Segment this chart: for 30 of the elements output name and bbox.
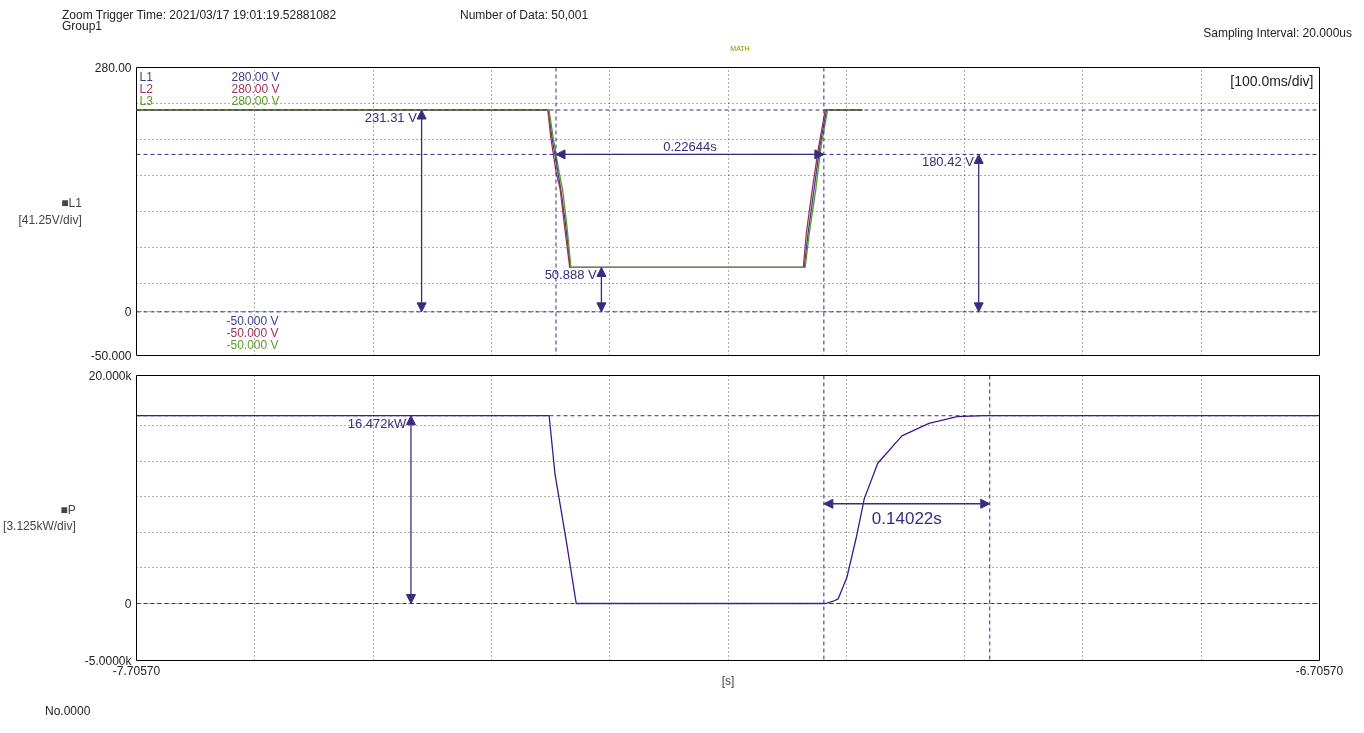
text: L1 [139, 69, 154, 84]
annotation: 231.31 V [364, 109, 418, 125]
y-tick-label: 0 [124, 596, 132, 611]
annotation: 16.472kW [347, 415, 407, 431]
text: Number of Data: 50,001 [460, 8, 589, 22]
x-tick-label: -6.70570 [1295, 663, 1344, 678]
y-tick-label: 0 [124, 305, 132, 320]
annotation: 50.888 V [544, 267, 598, 283]
y-tick-label: 280.00 [94, 61, 132, 75]
y-tick-label: -50.000 [90, 349, 132, 363]
annotation: [100.0ms/div] [1230, 72, 1314, 89]
annotation: 280.00 V [231, 81, 280, 96]
y-axis-title: ■L1 [41.25V/div] [18, 196, 83, 227]
annotation: -50.000 V [226, 325, 279, 340]
series-label: L3 [139, 93, 154, 108]
annotation: 0.22644s [663, 139, 718, 155]
chart-subtitle: Group1 [62, 19, 103, 33]
annotation: 0.14022s [871, 509, 942, 529]
text: No.0000 [45, 704, 91, 718]
text: Sampling Interval: 20.000us [1203, 26, 1352, 40]
annotation: 280.00 V [231, 93, 280, 108]
annotation: 280.00 V [231, 69, 280, 84]
chart-title: Zoom Trigger Time: 2021/03/17 19:01:19.52881082 [62, 8, 337, 22]
annotation: -50.000 V [226, 313, 279, 328]
series-label: L2 [139, 81, 154, 96]
annotation: -50.000 V [226, 337, 279, 352]
y-axis-title: ■P [3.125kW/div] [3, 502, 76, 534]
annotation: 180.42 V [921, 154, 975, 170]
x-axis-title: [s] [721, 673, 735, 688]
y-tick-label: 20.000k [88, 368, 133, 383]
